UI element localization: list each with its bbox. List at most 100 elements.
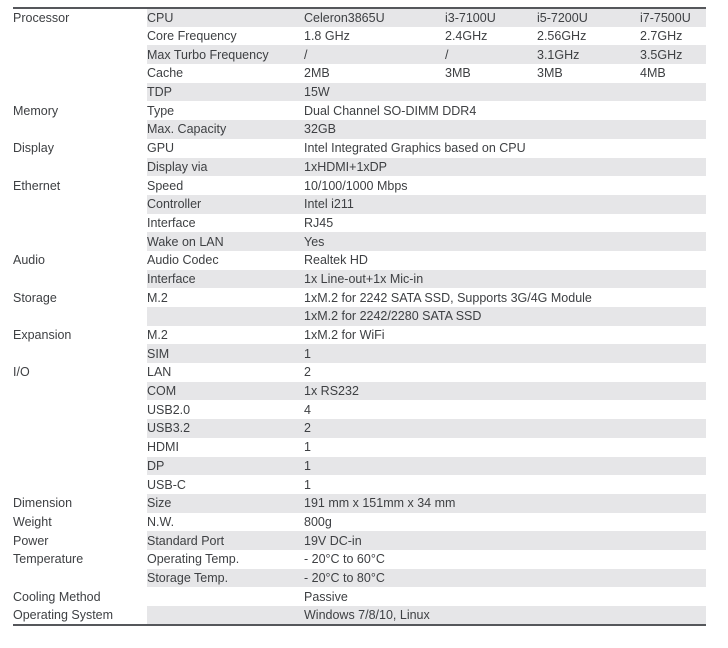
table-row: Power Standard Port 19V DC-in [13,531,706,550]
category-cell: Temperature [13,549,147,569]
value-cell: 1x RS232 [304,381,706,401]
value-cell: - 20°C to 80°C [304,568,706,588]
table-row: I/O LAN 2 [13,363,706,382]
table-row: USB2.0 4 [13,400,706,420]
category-cell [13,568,147,588]
value-cell: 2MB [304,64,445,83]
value-cell: 15W [304,82,706,102]
value-cell: i3-7100U [445,8,537,27]
category-cell: Weight [13,512,147,532]
table-row: TDP 15W [13,82,706,102]
attribute-cell: Max. Capacity [147,120,304,139]
table-row: Display GPU Intel Integrated Graphics base… [13,138,706,158]
category-cell [13,64,147,83]
table-row: Operating System Windows 7/8/10, Linux [13,606,706,625]
category-cell [13,213,147,233]
table-row: Controller Intel i211 [13,194,706,214]
attribute-cell: M.2 [147,288,304,307]
table-row: Wake on LAN Yes [13,232,706,251]
value-cell: 1xM.2 for 2242/2280 SATA SSD [304,307,706,326]
category-cell [13,157,147,177]
value-cell: 1.8 GHz [304,26,445,46]
category-cell [13,475,147,494]
attribute-cell: Size [147,493,304,513]
attribute-cell: Max Turbo Frequency [147,45,304,65]
value-cell: 10/100/1000 Mbps [304,176,706,195]
attribute-cell: Cache [147,64,304,83]
value-cell: Yes [304,232,706,251]
value-cell: Intel Integrated Graphics based on CPU [304,138,706,158]
category-cell [13,437,147,457]
value-cell: 1xM.2 for 2242 SATA SSD, Supports 3G/4G … [304,288,706,307]
table-row: USB3.2 2 [13,419,706,438]
category-cell: Dimension [13,493,147,513]
table-row: Cache 2MB 3MB 3MB 4MB [13,64,706,83]
value-cell: 3.5GHz [640,45,706,65]
value-cell: 191 mm x 151mm x 34 mm [304,493,706,513]
category-cell: Memory [13,101,147,121]
attribute-cell: Standard Port [147,531,304,550]
table-row: Max. Capacity 32GB [13,120,706,139]
attribute-cell: SIM [147,344,304,364]
attribute-cell: COM [147,381,304,401]
value-cell: 2 [304,363,706,382]
spec-table-body: Processor CPU Celeron3865U i3-7100U i5-7200U… [13,8,706,625]
value-cell: / [304,45,445,65]
value-cell: 1 [304,456,706,476]
table-row: Temperature Operating Temp. - 20°C to 60°C [13,549,706,569]
value-cell: 1 [304,437,706,457]
table-row: Expansion M.2 1xM.2 for WiFi [13,325,706,345]
table-row: Audio Audio Codec Realtek HD [13,250,706,270]
category-cell [13,419,147,438]
category-cell: Audio [13,250,147,270]
category-cell: Storage [13,288,147,307]
value-cell: 3MB [445,64,537,83]
table-row: COM 1x RS232 [13,381,706,401]
attribute-cell: CPU [147,8,304,27]
category-cell [13,269,147,289]
attribute-cell: USB2.0 [147,400,304,420]
table-row: Dimension Size 191 mm x 151mm x 34 mm [13,493,706,513]
category-cell: I/O [13,363,147,382]
attribute-cell: Interface [147,269,304,289]
category-cell [13,26,147,46]
table-row: Core Frequency 1.8 GHz 2.4GHz 2.56GHz 2.7GHz [13,26,706,46]
category-cell: Expansion [13,325,147,345]
table-row: USB-C 1 [13,475,706,494]
attribute-cell: GPU [147,138,304,158]
attribute-cell: TDP [147,82,304,102]
value-cell: 1xHDMI+1xDP [304,157,706,177]
category-cell [13,456,147,476]
table-row: 1xM.2 for 2242/2280 SATA SSD [13,307,706,326]
category-cell [13,400,147,420]
value-cell: i7-7500U [640,8,706,27]
value-cell: 19V DC-in [304,531,706,550]
attribute-cell: DP [147,456,304,476]
value-cell: 4 [304,400,706,420]
attribute-cell: Storage Temp. [147,568,304,588]
attribute-cell: N.W. [147,512,304,532]
value-cell: Dual Channel SO-DIMM DDR4 [304,101,706,121]
table-row: Storage M.2 1xM.2 for 2242 SATA SSD, Suppo… [13,288,706,307]
value-cell: Celeron3865U [304,8,445,27]
attribute-cell: HDMI [147,437,304,457]
category-cell [13,194,147,214]
value-cell: / [445,45,537,65]
category-cell: Ethernet [13,176,147,195]
value-cell: Windows 7/8/10, Linux [304,606,706,625]
value-cell: 32GB [304,120,706,139]
attribute-cell: LAN [147,363,304,382]
value-cell: i5-7200U [537,8,640,27]
spec-table: Processor CPU Celeron3865U i3-7100U i5-7200U… [13,7,706,626]
table-row: DP 1 [13,456,706,476]
value-cell: 1 [304,475,706,494]
table-row: HDMI 1 [13,437,706,457]
attribute-cell: Wake on LAN [147,232,304,251]
category-cell [13,45,147,65]
value-cell: 3.1GHz [537,45,640,65]
value-cell: - 20°C to 60°C [304,549,706,569]
category-cell [13,82,147,102]
attribute-cell: M.2 [147,325,304,345]
attribute-cell: USB3.2 [147,419,304,438]
